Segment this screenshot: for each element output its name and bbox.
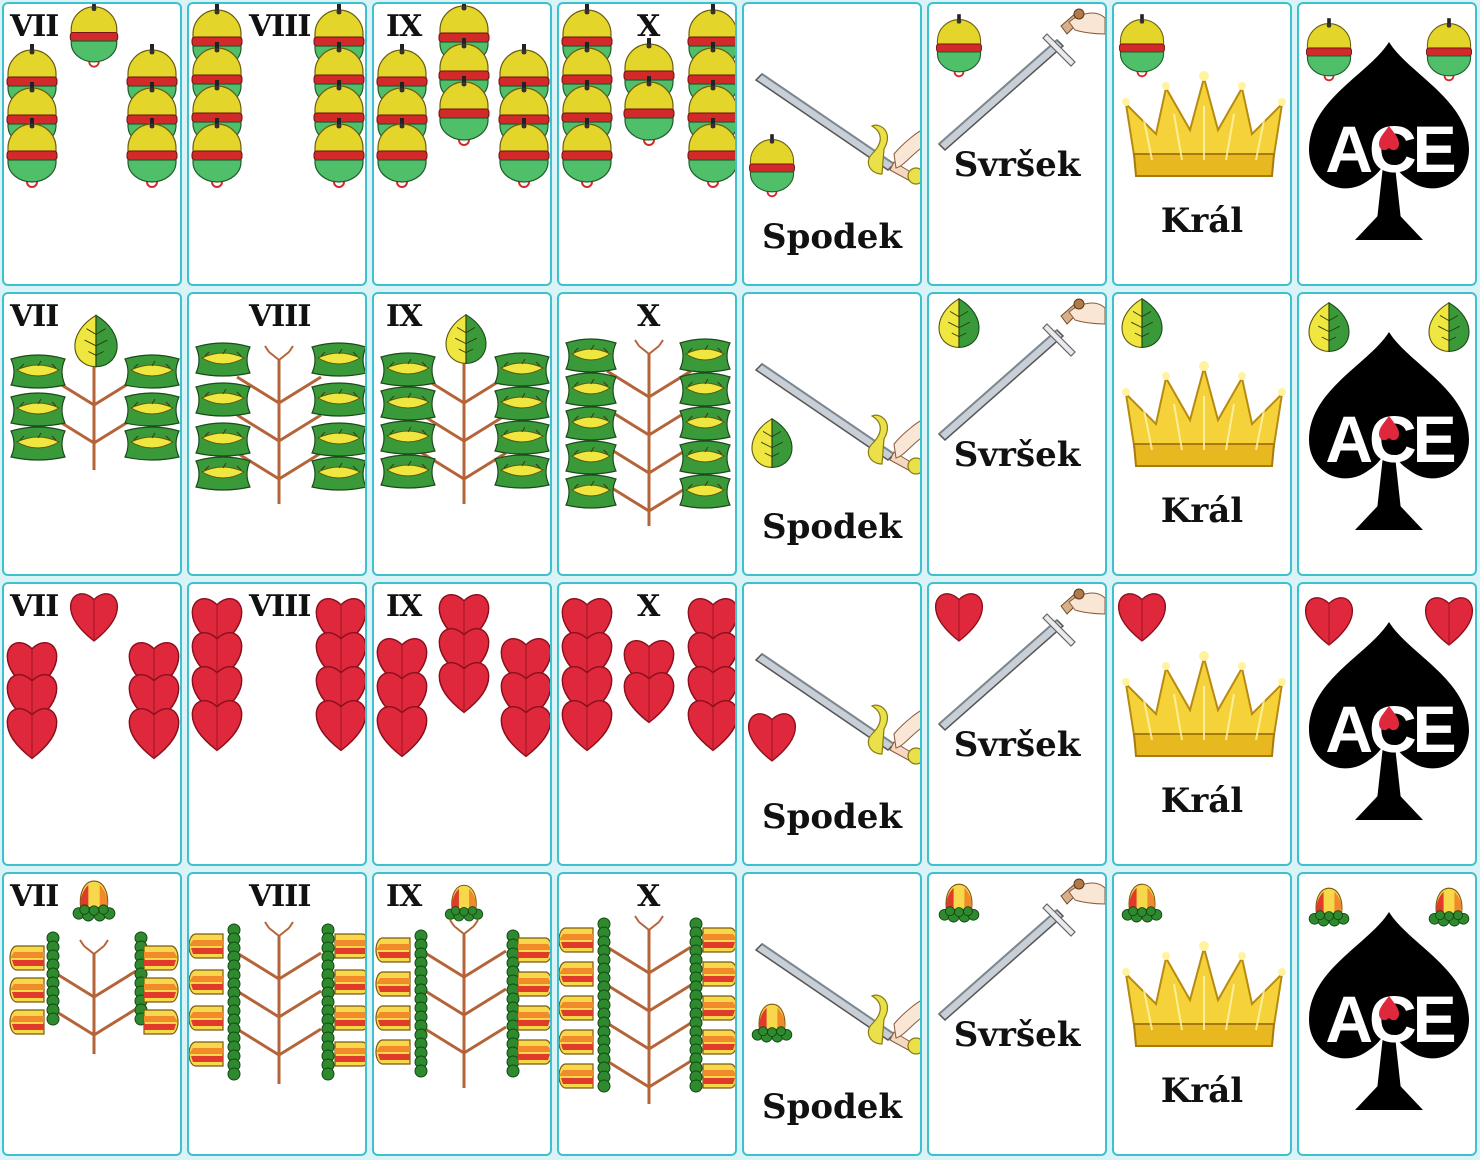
rank-numeral: IX — [386, 589, 422, 624]
heart-icon — [561, 597, 735, 752]
bell-icon — [561, 4, 735, 188]
court-label: Král — [1160, 781, 1244, 821]
card-acorns-vii[interactable]: VII — [2, 872, 182, 1156]
card-hearts-ace[interactable]: ACE — [1297, 582, 1477, 866]
card-bells-x[interactable]: X — [557, 2, 737, 286]
card-acorns-spodek[interactable]: Spodek — [742, 872, 922, 1156]
card-leaves-kral[interactable]: Král — [1112, 292, 1292, 576]
bell-icon — [191, 4, 365, 188]
sword-icon — [747, 653, 920, 765]
spade-ace-icon: ACE — [1304, 597, 1474, 820]
card-bells-spodek[interactable]: Spodek — [742, 2, 922, 286]
rank-numeral: VIII — [249, 9, 311, 44]
sword-icon — [936, 8, 1105, 152]
leaf-icon — [565, 338, 731, 526]
card-acorns-ace[interactable]: ACE — [1297, 872, 1477, 1156]
sword-icon — [749, 73, 920, 198]
sword-icon — [937, 878, 1105, 1022]
rank-numeral: X — [637, 9, 660, 44]
leaf-icon — [10, 314, 180, 470]
card-hearts-kral[interactable]: Král — [1112, 582, 1292, 866]
court-label: Král — [1160, 491, 1244, 531]
bell-icon — [6, 4, 178, 188]
heart-icon — [191, 597, 365, 752]
card-leaves-x[interactable]: X — [557, 292, 737, 576]
rank-numeral: X — [637, 299, 660, 334]
svg-text:ACE: ACE — [1325, 692, 1454, 766]
card-hearts-viii[interactable]: VIII — [187, 582, 367, 866]
acorn-icon — [189, 921, 365, 1084]
court-label: Spodek — [762, 1087, 902, 1127]
card-hearts-svrsek[interactable]: Svršek — [927, 582, 1107, 866]
spade-ace-icon: ACE — [1306, 18, 1472, 240]
rank-numeral: IX — [386, 9, 422, 44]
card-acorns-kral[interactable]: Král — [1112, 872, 1292, 1156]
rank-numeral: VII — [10, 9, 59, 44]
acorn-icon — [9, 880, 179, 1054]
rank-numeral: X — [637, 879, 660, 914]
rank-numeral: IX — [386, 299, 422, 334]
acorn-icon — [559, 915, 735, 1104]
card-bells-svrsek[interactable]: Svršek — [927, 2, 1107, 286]
court-label: Spodek — [762, 797, 902, 837]
leaf-icon — [195, 342, 365, 504]
card-bells-ace[interactable]: ACE — [1297, 2, 1477, 286]
court-label: Spodek — [762, 507, 902, 547]
heart-icon — [376, 593, 550, 758]
card-bells-kral[interactable]: Král — [1112, 2, 1292, 286]
crown-icon — [1119, 14, 1286, 177]
rank-numeral: VIII — [249, 879, 311, 914]
card-leaves-ace[interactable]: ACE — [1297, 292, 1477, 576]
crown-icon — [1117, 593, 1286, 757]
court-label: Spodek — [762, 217, 902, 257]
spade-ace-icon: ACE — [1308, 887, 1470, 1110]
card-leaves-viii[interactable]: VIII — [187, 292, 367, 576]
sword-icon — [751, 363, 920, 475]
crown-icon — [1121, 297, 1286, 467]
card-acorns-x[interactable]: X — [557, 872, 737, 1156]
card-bells-viii[interactable]: VIII — [187, 2, 367, 286]
court-label: Král — [1160, 201, 1244, 241]
court-label: Svršek — [953, 145, 1081, 185]
rank-numeral: X — [637, 589, 660, 624]
svg-text:ACE: ACE — [1325, 112, 1454, 186]
crown-icon — [1121, 883, 1286, 1047]
card-leaves-ix[interactable]: IX — [372, 292, 552, 576]
rank-numeral: VII — [10, 299, 59, 334]
sword-icon — [751, 943, 920, 1055]
card-bells-ix[interactable]: IX — [372, 2, 552, 286]
card-hearts-x[interactable]: X — [557, 582, 737, 866]
court-label: Svršek — [953, 435, 1081, 475]
card-hearts-vii[interactable]: VII — [2, 582, 182, 866]
card-leaves-spodek[interactable]: Spodek — [742, 292, 922, 576]
card-bells-vii[interactable]: VII — [2, 2, 182, 286]
rank-numeral: VII — [10, 589, 59, 624]
svg-text:ACE: ACE — [1325, 982, 1454, 1056]
card-acorns-ix[interactable]: IX — [372, 872, 552, 1156]
leaf-icon — [380, 313, 550, 504]
spade-ace-icon: ACE — [1308, 301, 1470, 530]
sword-icon — [934, 588, 1105, 732]
card-hearts-ix[interactable]: IX — [372, 582, 552, 866]
court-label: Svršek — [953, 1015, 1081, 1055]
bell-icon — [376, 4, 550, 188]
court-label: Svršek — [953, 725, 1081, 765]
svg-text:ACE: ACE — [1325, 402, 1454, 476]
sword-icon — [937, 297, 1105, 442]
card-hearts-spodek[interactable]: Spodek — [742, 582, 922, 866]
court-label: Král — [1160, 1071, 1244, 1111]
card-leaves-svrsek[interactable]: Svršek — [927, 292, 1107, 576]
card-acorns-svrsek[interactable]: Svršek — [927, 872, 1107, 1156]
rank-numeral: VIII — [249, 589, 311, 624]
rank-numeral: VII — [10, 879, 59, 914]
card-acorns-viii[interactable]: VIII — [187, 872, 367, 1156]
heart-icon — [6, 593, 180, 760]
rank-numeral: VIII — [249, 299, 311, 334]
acorn-icon — [375, 884, 550, 1088]
rank-numeral: IX — [386, 879, 422, 914]
card-leaves-vii[interactable]: VII — [2, 292, 182, 576]
